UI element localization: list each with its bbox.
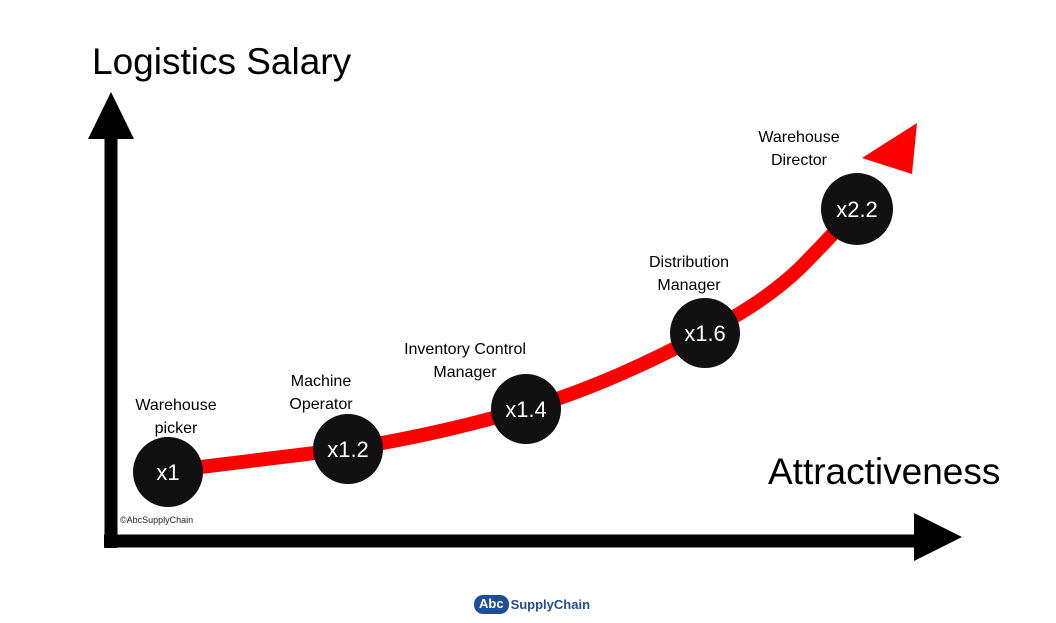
role-label-line2: Manager [657,277,721,294]
role-node [133,437,203,507]
y-axis-title: Logistics Salary [92,41,352,82]
logo-badge: Abc [474,594,509,614]
role-label-line1: Warehouse [758,129,839,146]
role-label-line2: Director [771,152,828,169]
x-axis-title: Attractiveness [768,451,1000,492]
abcsupplychain-logo: Abc SupplyChain [474,594,590,614]
y-axis-arrowhead [88,92,134,139]
role-node [670,298,740,368]
role-label-line2: Manager [433,364,497,381]
role-multiplier: x1.2 [327,437,369,462]
role-label-line1: Warehouse [135,397,216,414]
role-node [821,173,893,245]
role-multiplier: x1 [156,460,179,485]
role-label-line1: Distribution [649,254,729,271]
growth-curve-arrowhead [862,123,917,174]
x-axis-arrowhead [914,513,962,561]
role-label-line1: Machine [291,373,352,390]
copyright-text: ©AbcSupplyChain [120,515,193,525]
role-node [491,374,561,444]
role-multiplier: x1.4 [505,397,547,422]
role-label-line2: Operator [289,396,353,413]
role-label-line2: picker [155,420,198,437]
logo-text: SupplyChain [510,596,591,612]
role-label-line1: Inventory Control [404,341,526,358]
role-multiplier: x1.6 [684,321,726,346]
role-node [313,414,383,484]
role-multiplier: x2.2 [836,197,878,222]
